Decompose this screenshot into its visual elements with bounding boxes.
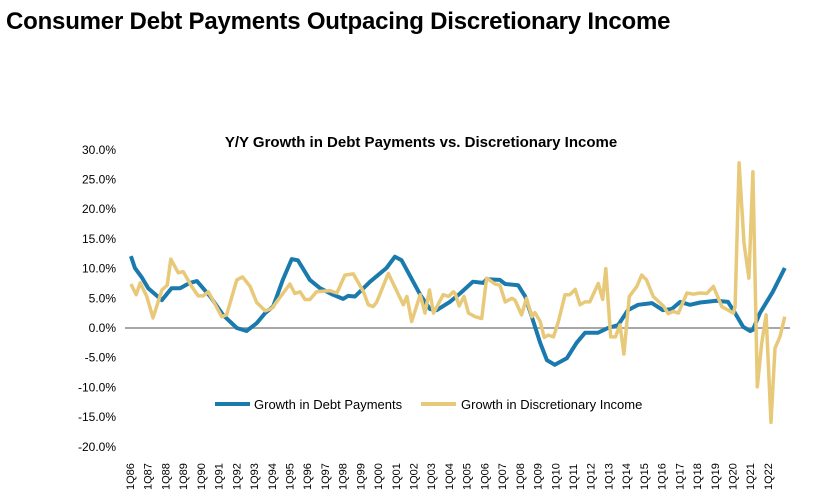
x-tick-label: 1Q91: [214, 463, 226, 490]
x-tick-label: 1Q98: [338, 463, 350, 490]
x-tick-label: 1Q12: [586, 463, 598, 490]
x-tick-label: 1Q18: [692, 463, 704, 490]
x-tick-label: 1Q05: [462, 463, 474, 490]
x-tick-label: 1Q15: [639, 463, 651, 490]
x-tick-label: 1Q09: [533, 463, 545, 490]
x-tick-label: 1Q95: [284, 463, 296, 490]
x-tick-label: 1Q97: [320, 463, 332, 490]
legend-label-debt: Growth in Debt Payments: [254, 397, 403, 412]
x-tick-label: 1Q96: [302, 463, 314, 490]
y-tick-label: 20.0%: [82, 202, 116, 216]
y-tick-label: 0.0%: [89, 321, 117, 335]
y-tick-label: 25.0%: [82, 173, 116, 187]
x-tick-label: 1Q01: [391, 463, 403, 490]
chart-title: Y/Y Growth in Debt Payments vs. Discreti…: [225, 134, 617, 151]
x-tick-label: 1Q87: [143, 463, 155, 490]
x-tick-label: 1Q20: [727, 463, 739, 490]
x-tick-label: 1Q06: [479, 463, 491, 490]
x-tick-label: 1Q13: [603, 463, 615, 490]
y-tick-label: 30.0%: [82, 143, 116, 157]
x-tick-label: 1Q11: [568, 464, 580, 490]
legend-label-income: Growth in Discretionary Income: [461, 397, 642, 412]
x-tick-label: 1Q10: [550, 463, 562, 490]
series-line-debt-payments: [129, 254, 787, 367]
x-tick-label: 1Q07: [497, 463, 509, 490]
series-line-discretionary-income: [129, 161, 787, 425]
series-lines: [129, 161, 787, 425]
x-tick-label: 1Q08: [515, 463, 527, 490]
y-tick-label: 10.0%: [82, 262, 116, 276]
y-tick-label: -20.0%: [78, 440, 116, 454]
x-tick-label: 1Q22: [763, 463, 775, 490]
y-tick-label: -5.0%: [85, 351, 117, 365]
x-tick-label: 1Q92: [231, 463, 243, 490]
x-tick-label: 1Q90: [196, 463, 208, 490]
y-axis: 30.0% 25.0% 20.0% 15.0% 10.0% 5.0% 0.0% -5.0% -1…: [78, 143, 116, 454]
x-tick-label: 1Q89: [178, 463, 190, 490]
x-tick-label: 1Q88: [160, 463, 172, 490]
x-tick-label: 1Q19: [710, 463, 722, 490]
x-tick-label: 1Q17: [674, 463, 686, 490]
y-tick-label: 5.0%: [89, 291, 117, 305]
y-tick-label: -15.0%: [78, 410, 116, 424]
x-tick-label: 1Q14: [621, 463, 633, 490]
x-tick-label: 1Q21: [745, 463, 757, 490]
x-tick-label: 1Q02: [409, 463, 421, 490]
x-tick-label: 1Q03: [426, 463, 438, 490]
y-tick-label: 15.0%: [82, 232, 116, 246]
legend: Growth in Debt Payments Growth in Discre…: [215, 397, 642, 412]
page-title: Consumer Debt Payments Outpacing Discret…: [6, 8, 671, 35]
x-tick-label: 1Q99: [355, 463, 367, 490]
x-tick-label: 1Q04: [444, 463, 456, 490]
x-tick-label: 1Q16: [657, 463, 669, 490]
x-axis: 1Q86 1Q87 1Q88 1Q89 1Q90 1Q91 1Q92 1Q93 1Q94 1Q95…: [125, 463, 775, 490]
x-tick-label: 1Q00: [373, 463, 385, 490]
x-tick-label: 1Q94: [267, 463, 279, 490]
x-tick-label: 1Q93: [249, 463, 261, 490]
x-tick-label: 1Q86: [125, 463, 137, 490]
y-tick-label: -10.0%: [78, 380, 116, 394]
